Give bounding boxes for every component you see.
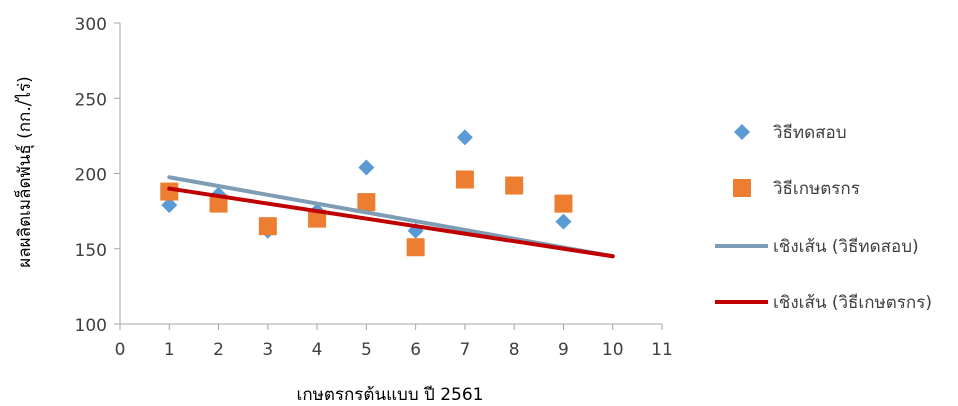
y-axis-title: ผลผลิตเมล็ดพันธุ์ (กก./ไร่) xyxy=(13,76,35,268)
x-tick-label: 8 xyxy=(509,340,520,360)
x-tick-label: 6 xyxy=(410,340,421,360)
x-axis-title: เกษตรกรต้นแบบ ปี 2561 xyxy=(297,385,484,405)
test-method-point xyxy=(555,213,572,230)
x-tick-label: 2 xyxy=(213,340,224,360)
x-tick-label: 5 xyxy=(361,340,372,360)
farmer-method-point xyxy=(308,209,327,228)
x-tick-label: 9 xyxy=(558,340,569,360)
farmer-method-point xyxy=(209,194,228,213)
x-tick-label: 3 xyxy=(262,340,273,360)
axes: 0 1 2 3 4 5 6 7 8 9 10 11 100 150 200 250 300 xyxy=(75,15,673,360)
x-tick-label: 7 xyxy=(459,340,470,360)
test-method-point xyxy=(456,129,473,146)
y-tick-label: 300 xyxy=(75,15,107,35)
x-tick-label: 4 xyxy=(312,340,323,360)
legend-label: วิธีทดสอบ xyxy=(773,123,847,143)
y-tick-label: 150 xyxy=(75,241,107,261)
legend-square-swatch xyxy=(733,179,751,197)
x-tick-label: 0 xyxy=(115,340,126,360)
legend-label: เชิงเส้น (วิธีเกษตรกร) xyxy=(773,293,932,313)
x-tick-label: 11 xyxy=(651,340,673,360)
legend-label: วิธีเกษตรกร xyxy=(773,179,860,199)
trendline-farmer-method xyxy=(167,186,615,259)
y-tick-label: 200 xyxy=(75,166,107,186)
test-method-point xyxy=(161,197,178,214)
legend-label: เชิงเส้น (วิธีทดสอบ) xyxy=(773,237,919,257)
y-tick-label: 100 xyxy=(75,316,107,336)
y-tick-label: 250 xyxy=(75,90,107,110)
x-tick-label: 1 xyxy=(164,340,175,360)
farmer-method-point xyxy=(455,170,474,189)
farmer-method-point xyxy=(554,194,573,213)
farmer-method-point xyxy=(258,217,277,236)
data-points xyxy=(160,129,615,259)
farmer-method-point xyxy=(357,193,376,212)
x-tick-label: 10 xyxy=(602,340,624,360)
farmer-method-point xyxy=(406,238,425,257)
legend-diamond-swatch xyxy=(734,124,750,140)
farmer-method-point xyxy=(505,176,524,195)
farmer-method-point xyxy=(160,182,179,201)
test-method-point xyxy=(358,159,375,176)
